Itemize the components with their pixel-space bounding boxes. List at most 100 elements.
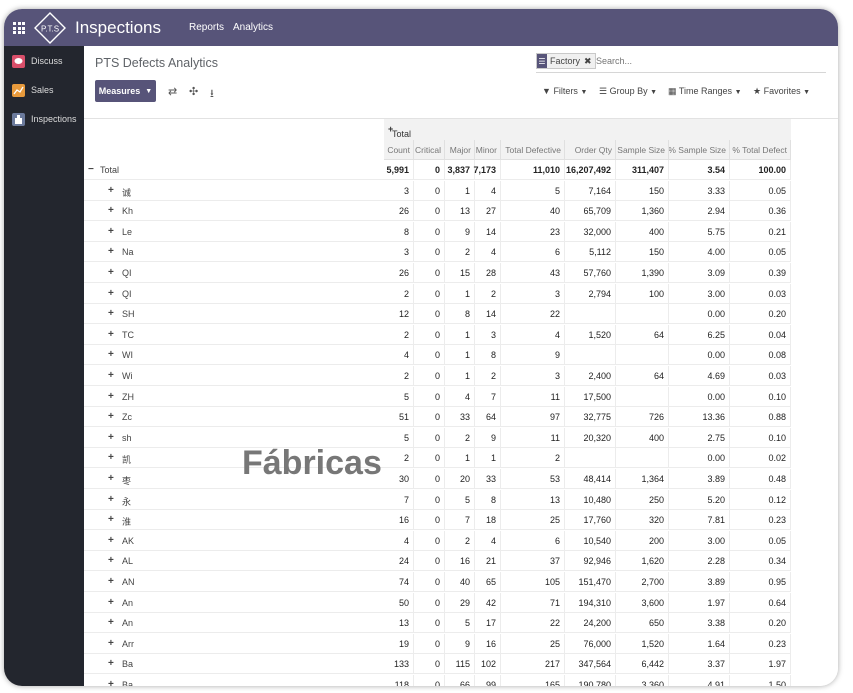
pivot-cell[interactable]: 3,600 [616,593,669,613]
pivot-cell[interactable]: 64 [616,366,669,386]
pivot-cell[interactable]: 0.88 [730,407,791,427]
pivot-cell[interactable]: 48,414 [565,469,616,489]
pivot-cell[interactable]: 0.10 [730,428,791,448]
pivot-cell[interactable]: 8 [445,304,475,324]
pivot-cell[interactable]: 105 [501,572,565,592]
pivot-cell[interactable]: 2,400 [565,366,616,386]
pivot-cell[interactable]: 9 [445,634,475,654]
pivot-cell[interactable]: 0 [414,325,445,345]
flip-axis-icon[interactable]: ⇄ [168,86,178,98]
filters-button[interactable]: ▼ Filters ▼ [542,86,587,96]
pivot-cell[interactable]: 311,407 [616,160,669,180]
pivot-cell[interactable]: 30 [384,469,414,489]
pivot-cell[interactable]: 5.20 [669,490,730,510]
row-header-factory[interactable]: + 凯 [84,448,384,468]
pivot-cell[interactable]: 2 [445,531,475,551]
pivot-cell[interactable]: 16 [384,510,414,530]
col-header-total[interactable]: + Total [384,119,791,141]
row-header-factory[interactable]: + TC [84,325,384,345]
pivot-cell[interactable]: 32,000 [565,222,616,242]
pivot-cell[interactable]: 1.50 [730,675,791,686]
pivot-cell[interactable]: 14 [475,222,501,242]
pivot-cell[interactable] [616,345,669,365]
pivot-cell[interactable]: 53 [501,469,565,489]
measures-button[interactable]: Measures ▼ [95,80,156,102]
menu-analytics[interactable]: Analytics [233,22,274,33]
pivot-cell[interactable]: 5 [445,490,475,510]
pivot-cell[interactable]: 17 [475,613,501,633]
pivot-cell[interactable]: 25 [501,634,565,654]
pivot-cell[interactable]: 74 [384,572,414,592]
pivot-cell[interactable]: 40 [501,201,565,221]
pivot-cell[interactable]: 29 [445,593,475,613]
pivot-cell[interactable]: 0 [414,469,445,489]
pivot-cell[interactable]: 1,390 [616,263,669,283]
pivot-cell[interactable]: 9 [501,345,565,365]
pivot-cell[interactable]: 0.12 [730,490,791,510]
pivot-cell[interactable]: 0.00 [669,345,730,365]
pivot-cell[interactable]: 2.94 [669,201,730,221]
pivot-cell[interactable]: 3.37 [669,654,730,674]
pivot-cell[interactable]: 0.23 [730,634,791,654]
row-header-factory[interactable]: + Le [84,222,384,242]
pivot-cell[interactable]: 3.00 [669,284,730,304]
pivot-cell[interactable]: 0.05 [730,531,791,551]
pivot-cell[interactable]: 3.89 [669,572,730,592]
pivot-cell[interactable]: 1 [445,284,475,304]
pivot-cell[interactable]: 0.08 [730,345,791,365]
pivot-cell[interactable]: 151,470 [565,572,616,592]
search-input[interactable] [596,54,816,67]
row-header-factory[interactable]: + ZH [84,387,384,407]
pivot-cell[interactable]: 7 [445,510,475,530]
measure-header[interactable]: % Total Defect [730,140,791,160]
pivot-cell[interactable]: 1 [445,181,475,201]
pivot-cell[interactable]: 0 [414,407,445,427]
pivot-cell[interactable]: 1 [475,448,501,468]
pivot-cell[interactable]: 4 [475,531,501,551]
pivot-cell[interactable]: 0 [414,675,445,686]
pivot-cell[interactable]: 4 [384,531,414,551]
pivot-cell[interactable]: 2.28 [669,551,730,571]
pivot-cell[interactable]: 32,775 [565,407,616,427]
pivot-cell[interactable]: 18 [475,510,501,530]
pivot-cell[interactable]: 65,709 [565,201,616,221]
row-header-factory[interactable]: + Arr [84,634,384,654]
pivot-cell[interactable]: 3.00 [669,531,730,551]
apps-menu-icon[interactable] [13,22,25,34]
pivot-cell[interactable]: 1 [445,345,475,365]
pivot-cell[interactable]: 7.81 [669,510,730,530]
pivot-cell[interactable]: 165 [501,675,565,686]
row-header-factory[interactable]: + 枣 [84,469,384,489]
pivot-cell[interactable]: 3.33 [669,181,730,201]
pivot-cell[interactable]: 25 [501,510,565,530]
pivot-cell[interactable] [616,304,669,324]
pivot-cell[interactable]: 17,760 [565,510,616,530]
pivot-cell[interactable]: 6.25 [669,325,730,345]
pivot-cell[interactable]: 16,207,492 [565,160,616,180]
pivot-cell[interactable]: 0 [414,387,445,407]
pivot-cell[interactable]: 0 [414,572,445,592]
pivot-cell[interactable]: 0.03 [730,366,791,386]
pivot-cell[interactable]: 8 [475,345,501,365]
pivot-cell[interactable]: 0.05 [730,242,791,262]
row-header-factory[interactable]: + Ba [84,675,384,686]
pivot-cell[interactable]: 24,200 [565,613,616,633]
row-header-factory[interactable]: + Kh [84,201,384,221]
pivot-cell[interactable]: 217 [501,654,565,674]
pivot-cell[interactable]: 150 [616,242,669,262]
pivot-cell[interactable] [565,345,616,365]
favorites-button[interactable]: ★ Favorites ▼ [753,86,810,97]
pivot-cell[interactable]: 0 [414,531,445,551]
measure-header[interactable]: Count [384,140,414,160]
pivot-cell[interactable]: 42 [475,593,501,613]
pivot-cell[interactable]: 5,112 [565,242,616,262]
download-icon[interactable]: ⭳ [210,88,214,100]
pivot-cell[interactable]: 0 [414,222,445,242]
pivot-cell[interactable]: 0.20 [730,613,791,633]
pivot-cell[interactable]: 0 [414,510,445,530]
pivot-cell[interactable]: 26 [384,263,414,283]
pivot-cell[interactable]: 0 [414,284,445,304]
row-header-factory[interactable]: + An [84,613,384,633]
pivot-cell[interactable]: 2.75 [669,428,730,448]
pivot-cell[interactable]: 0 [414,160,445,180]
